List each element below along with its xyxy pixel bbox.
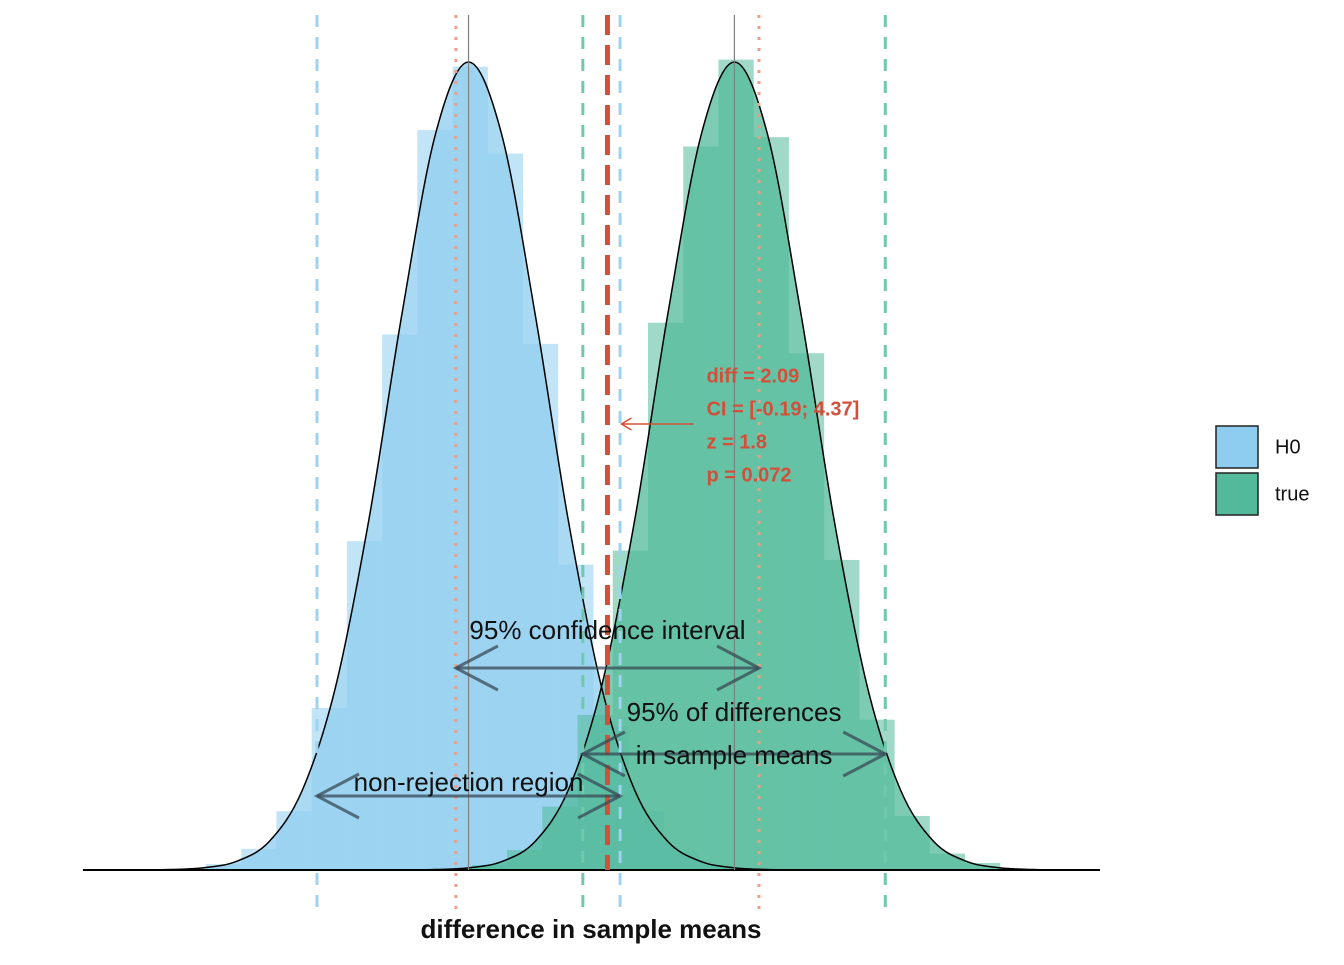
annotation-text: diff = 2.09	[706, 365, 799, 387]
annotation-text: p = 0.072	[706, 464, 791, 486]
interval-label: 95% of differences	[627, 697, 842, 727]
arrow-head	[577, 772, 624, 820]
arrow-head	[716, 644, 763, 692]
annotation-text: CI = [-0.19; 4.37]	[706, 398, 859, 420]
interval-arrow	[313, 772, 624, 820]
legend-label: H0	[1275, 436, 1301, 458]
interval-arrow	[579, 730, 889, 778]
arrow-head	[452, 644, 499, 692]
arrow-head	[313, 772, 360, 820]
interval-label: 95% confidence interval	[469, 615, 745, 645]
annotation-arrow	[619, 417, 694, 431]
arrow-head	[842, 730, 889, 778]
interval-label: in sample means	[636, 740, 833, 770]
interval-label: non-rejection region	[354, 767, 584, 797]
annotation-text: z = 1.8	[706, 431, 767, 453]
legend-label: true	[1275, 483, 1309, 505]
legend-swatch	[1215, 472, 1259, 516]
annotation-head	[619, 417, 632, 431]
legend-swatch	[1215, 425, 1259, 469]
interval-arrow	[452, 644, 763, 692]
x-axis-title: difference in sample means	[420, 914, 761, 944]
arrow-head	[579, 730, 626, 778]
